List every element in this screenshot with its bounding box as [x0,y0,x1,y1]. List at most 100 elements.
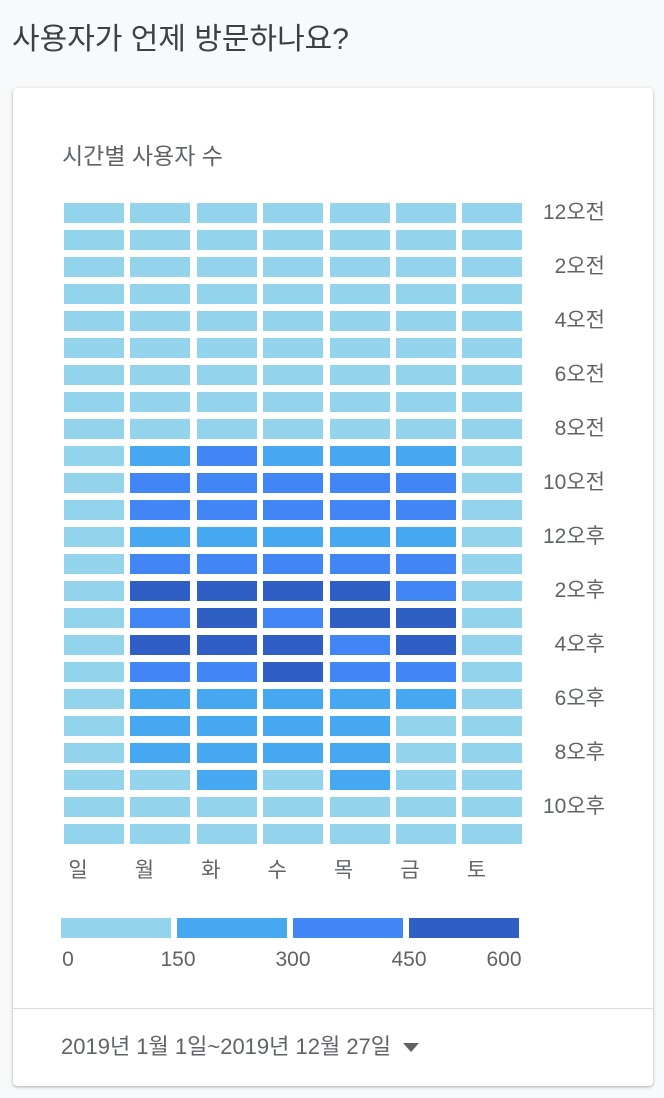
heatmap-cell[interactable] [130,256,191,277]
heatmap-cell[interactable] [396,688,456,709]
heatmap-cell[interactable] [329,607,390,628]
heatmap-cell[interactable] [130,688,191,709]
heatmap-cell[interactable] [263,445,324,466]
heatmap-cell[interactable] [130,499,191,520]
heatmap-cell[interactable] [396,364,456,385]
heatmap-cell[interactable] [329,472,390,493]
heatmap-cell[interactable] [196,472,257,493]
heatmap-cell[interactable] [263,661,324,682]
heatmap-cell[interactable] [462,607,523,628]
heatmap-cell[interactable] [130,823,191,844]
heatmap-cell[interactable] [263,688,324,709]
heatmap-cell[interactable] [130,418,191,439]
heatmap-cell[interactable] [263,580,324,601]
heatmap-cell[interactable] [64,742,124,763]
heatmap-cell[interactable] [64,553,124,574]
heatmap-cell[interactable] [462,445,523,466]
heatmap-cell[interactable] [462,526,523,547]
heatmap-cell[interactable] [196,445,257,466]
heatmap-cell[interactable] [329,391,390,412]
heatmap-cell[interactable] [263,796,324,817]
heatmap-cell[interactable] [130,580,191,601]
heatmap-cell[interactable] [396,526,456,547]
heatmap-cell[interactable] [64,580,124,601]
heatmap-cell[interactable] [64,661,124,682]
heatmap-cell[interactable] [396,607,456,628]
heatmap-cell[interactable] [64,256,124,277]
heatmap-cell[interactable] [396,661,456,682]
heatmap-cell[interactable] [329,364,390,385]
heatmap-cell[interactable] [462,310,523,331]
heatmap-cell[interactable] [64,283,124,304]
heatmap-cell[interactable] [64,607,124,628]
heatmap-cell[interactable] [263,607,324,628]
heatmap-cell[interactable] [329,283,390,304]
heatmap-cell[interactable] [196,283,257,304]
heatmap-cell[interactable] [462,337,523,358]
heatmap-cell[interactable] [396,742,456,763]
heatmap-cell[interactable] [396,634,456,655]
heatmap-cell[interactable] [462,769,523,790]
heatmap-cell[interactable] [64,203,124,223]
heatmap-cell[interactable] [263,391,324,412]
heatmap-cell[interactable] [196,364,257,385]
heatmap-cell[interactable] [329,310,390,331]
heatmap-cell[interactable] [329,769,390,790]
heatmap-cell[interactable] [396,391,456,412]
heatmap-cell[interactable] [130,310,191,331]
heatmap-cell[interactable] [462,203,523,223]
heatmap-cell[interactable] [263,634,324,655]
heatmap-cell[interactable] [196,337,257,358]
heatmap-cell[interactable] [462,472,523,493]
heatmap-cell[interactable] [329,823,390,844]
heatmap-cell[interactable] [263,229,324,250]
heatmap-cell[interactable] [130,661,191,682]
heatmap-cell[interactable] [462,715,523,736]
heatmap-cell[interactable] [130,607,191,628]
heatmap-cell[interactable] [396,553,456,574]
heatmap-cell[interactable] [64,526,124,547]
heatmap-cell[interactable] [130,337,191,358]
heatmap-cell[interactable] [64,715,124,736]
heatmap-cell[interactable] [396,769,456,790]
heatmap-cell[interactable] [462,553,523,574]
heatmap-cell[interactable] [329,445,390,466]
heatmap-cell[interactable] [196,229,257,250]
heatmap-cell[interactable] [396,796,456,817]
heatmap-cell[interactable] [196,742,257,763]
heatmap-cell[interactable] [196,688,257,709]
heatmap-cell[interactable] [64,634,124,655]
heatmap-cell[interactable] [64,769,124,790]
heatmap-cell[interactable] [329,634,390,655]
heatmap-cell[interactable] [263,256,324,277]
heatmap-cell[interactable] [130,283,191,304]
heatmap-cell[interactable] [196,823,257,844]
heatmap-cell[interactable] [396,472,456,493]
heatmap-cell[interactable] [196,634,257,655]
heatmap-cell[interactable] [196,661,257,682]
heatmap-cell[interactable] [130,391,191,412]
heatmap-cell[interactable] [329,337,390,358]
heatmap-cell[interactable] [263,553,324,574]
heatmap-cell[interactable] [263,310,324,331]
heatmap-cell[interactable] [462,796,523,817]
heatmap-cell[interactable] [130,634,191,655]
heatmap-cell[interactable] [329,661,390,682]
heatmap-cell[interactable] [196,769,257,790]
heatmap-cell[interactable] [64,499,124,520]
heatmap-cell[interactable] [462,418,523,439]
heatmap-cell[interactable] [196,607,257,628]
heatmap-cell[interactable] [263,283,324,304]
heatmap-cell[interactable] [130,472,191,493]
heatmap-cell[interactable] [263,472,324,493]
heatmap-cell[interactable] [396,418,456,439]
heatmap-cell[interactable] [64,472,124,493]
heatmap-cell[interactable] [196,418,257,439]
heatmap-cell[interactable] [130,229,191,250]
heatmap-cell[interactable] [396,823,456,844]
heatmap-cell[interactable] [462,823,523,844]
heatmap-cell[interactable] [263,499,324,520]
heatmap-cell[interactable] [263,742,324,763]
heatmap-cell[interactable] [130,526,191,547]
heatmap-cell[interactable] [64,823,124,844]
